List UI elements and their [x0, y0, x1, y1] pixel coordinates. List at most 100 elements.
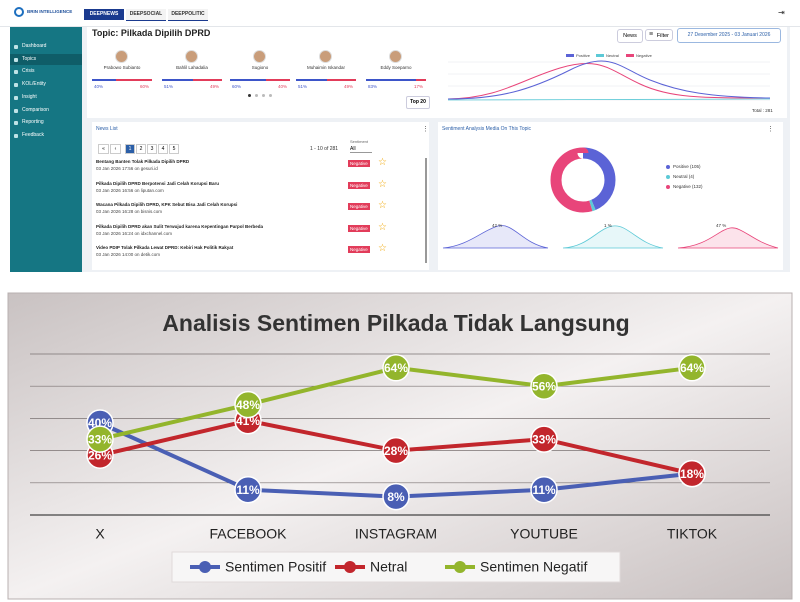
avatar	[185, 50, 198, 63]
figure-name: Bahlil Lahadalia	[176, 65, 208, 70]
sidebar-item[interactable]: Feedback	[22, 131, 44, 138]
value-label: 60%	[140, 84, 150, 89]
figure-name: Eddy Soeparno	[380, 65, 412, 70]
sidebar-icon	[14, 108, 18, 113]
x-tick-label: INSTAGRAM	[355, 526, 437, 542]
trend-grid	[448, 61, 770, 101]
sidebar-item[interactable]: Crisis	[22, 68, 35, 75]
trend-positive	[447, 60, 771, 100]
sidebar	[10, 27, 82, 272]
page-button[interactable]: 2	[136, 144, 146, 154]
page-nav[interactable]: «	[98, 144, 109, 154]
bar-positive	[162, 79, 193, 81]
news-meta: 03 Jan 2026 16:24 on idxchannel.com	[96, 230, 173, 236]
nav-tab[interactable]: DEEPSOCIAL	[126, 9, 166, 21]
bar-negative	[116, 79, 152, 81]
carousel-dot[interactable]	[248, 94, 251, 97]
menu-icon[interactable]: ⋮	[767, 126, 774, 133]
sidebar-icon	[14, 83, 18, 88]
sidebar-item[interactable]: Dashboard	[22, 43, 47, 49]
logo-icon	[14, 7, 24, 17]
legend-marker	[344, 561, 356, 573]
filter-button[interactable]: Filter	[645, 29, 673, 41]
line-chart: Analisis Sentimen Pilkada Tidak Langsung…	[7, 292, 793, 600]
carousel-dot[interactable]	[255, 94, 258, 97]
sidebar-icon	[14, 45, 18, 49]
sentiment-badge: Negative	[348, 224, 370, 232]
legend-swatch	[626, 54, 634, 57]
trend-negative	[447, 63, 771, 100]
bookmark-star[interactable]: ☆	[378, 221, 387, 233]
trend-neutral	[447, 98, 771, 101]
mini-label: 42 %	[492, 223, 503, 228]
data-point	[678, 459, 706, 488]
news-headline[interactable]: Wacana Pilkada Dipilih DPRD, KPK Sebut B…	[96, 202, 238, 207]
sidebar-item[interactable]: Topics	[22, 55, 37, 62]
sidebar-active	[10, 53, 82, 65]
data-point	[530, 475, 558, 504]
carousel-dot[interactable]	[262, 94, 265, 97]
legend-label: Neutral (4)	[673, 174, 695, 179]
news-headline[interactable]: Video PDIP Tolak Pilkada Lewat DPRD: Keb…	[96, 245, 234, 250]
page-button[interactable]: 5	[169, 144, 179, 154]
sidebar-item[interactable]: KOL/Entity	[22, 81, 46, 88]
value-label: 51%	[164, 84, 174, 89]
sidebar-item[interactable]: Reporting	[22, 119, 44, 126]
page-button[interactable]: 4	[158, 144, 168, 154]
bar-negative	[266, 79, 290, 81]
news-headline[interactable]: Bentang Banten Tolak Pilkada Dipilih DPR…	[96, 159, 190, 164]
top-button[interactable]: Top 20	[406, 96, 430, 109]
news-card	[92, 122, 429, 270]
donut-segment	[550, 147, 616, 213]
data-point	[382, 482, 410, 511]
page-button[interactable]: 3	[147, 144, 157, 154]
sidebar-item[interactable]: Insight	[22, 93, 37, 100]
data-label: 33%	[532, 432, 556, 446]
data-label: 41%	[236, 414, 260, 428]
avatar	[115, 50, 128, 63]
sidebar-icon	[14, 95, 18, 100]
sentiment-badge: Negative	[348, 160, 370, 167]
data-label: 26%	[88, 448, 112, 462]
bar-positive	[92, 79, 116, 81]
donut-chart	[550, 147, 616, 213]
legend-marker	[454, 561, 466, 573]
sentiment-badge: Negative	[348, 246, 370, 253]
data-label: 56%	[532, 379, 556, 393]
filter-select[interactable]: All	[350, 146, 372, 153]
sidebar-item[interactable]: Comparison	[22, 106, 49, 113]
menu-icon[interactable]: ⋮	[422, 126, 429, 133]
nav-tab[interactable]: DEEPPOLITIC	[168, 9, 208, 21]
logout-icon[interactable]: ⇥	[778, 8, 785, 17]
topic-title: Topic: Pilkada Dipilih DPRD	[92, 28, 211, 38]
news-meta: 03 Jan 2026 16:56 on liputan.com	[96, 187, 164, 193]
page-nav[interactable]: ‹	[110, 144, 121, 154]
legend-box	[171, 551, 621, 583]
legend-label: Neutral	[606, 53, 619, 58]
news-headline[interactable]: Pilkada Dipilih DPRD Berpotensi Jadi Cel…	[96, 180, 220, 186]
bar-negative	[192, 79, 222, 81]
news-button[interactable]: News	[617, 29, 643, 43]
legend-label: Positive (105)	[673, 164, 701, 169]
value-label: 83%	[368, 84, 378, 89]
data-label: 64%	[680, 361, 704, 375]
bookmark-star[interactable]: ☆	[378, 178, 387, 190]
value-label: 51%	[298, 84, 308, 89]
news-count: 1 - 10 of 281	[310, 146, 339, 152]
x-tick-label: X	[95, 526, 105, 542]
bar-positive	[230, 79, 266, 81]
data-point	[382, 436, 410, 465]
carousel-dot[interactable]	[269, 94, 272, 97]
data-label: 11%	[236, 483, 260, 497]
data-label: 18%	[680, 467, 704, 481]
legend-label: Positive	[576, 53, 591, 58]
bookmark-star[interactable]: ☆	[378, 243, 387, 254]
data-point	[530, 372, 558, 400]
nav-tab[interactable]: DEEPNEWS	[84, 9, 124, 20]
page-button[interactable]: 1	[125, 144, 135, 154]
avatar	[319, 50, 332, 63]
date-range[interactable]: 27 Desember 2025 - 03 Januari 2026	[677, 28, 781, 43]
news-headline[interactable]: Pilkada Dipilih DPRD akan Sulit Terwujud…	[96, 223, 263, 229]
bookmark-star[interactable]: ☆	[378, 157, 387, 168]
bookmark-star[interactable]: ☆	[378, 200, 387, 211]
